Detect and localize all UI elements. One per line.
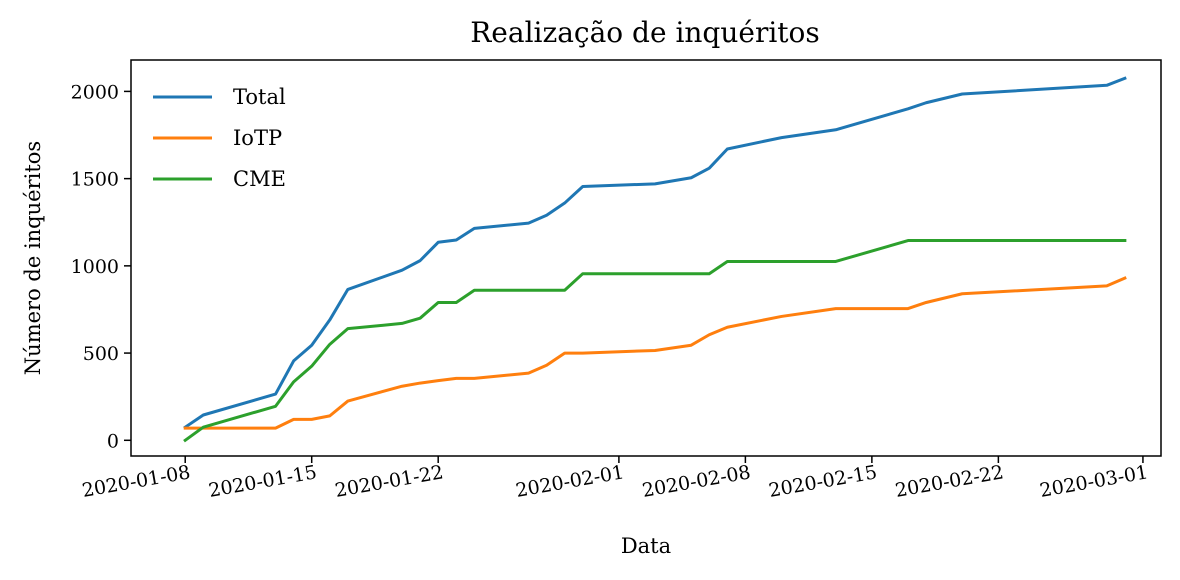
x-tick-label: 2020-02-22 [894,461,1006,502]
x-tick-label: 2020-01-22 [333,461,445,502]
series-line-cme [183,239,1127,443]
x-tick-label: 2020-01-08 [80,461,192,502]
x-tick-label: 2020-03-01 [1038,461,1150,502]
x-tick-label: 2020-02-01 [514,461,626,502]
legend: Total IoTP CME [153,85,286,191]
y-tick-label: 2000 [71,81,119,103]
y-tick-label: 1000 [71,256,119,278]
x-axis-label: Data [621,534,671,558]
y-tick-label: 500 [83,343,119,365]
x-tick-label: 2020-01-15 [207,461,319,502]
x-tick-label: 2020-02-15 [767,461,879,502]
x-axis: 2020-01-08 2020-01-15 2020-01-22 2020-02-01… [80,456,1150,502]
x-tick-label: 2020-02-08 [641,461,753,502]
y-tick-label: 0 [107,430,119,452]
legend-label: CME [233,167,286,191]
chart-title: Realização de inquéritos [470,16,820,49]
legend-item-total: Total [153,85,286,109]
series-layer [183,76,1127,443]
series-line-total [183,76,1127,430]
legend-item-iotp: IoTP [153,126,282,150]
y-axis-label: Número de inquéritos [21,141,45,375]
series-line-iotp [183,276,1127,430]
y-axis: 0 500 1000 1500 2000 [71,81,131,452]
plot-frame [130,59,1162,457]
legend-label: IoTP [233,126,282,150]
legend-item-cme: CME [153,167,286,191]
y-tick-label: 1500 [71,169,119,191]
legend-label: Total [233,85,286,109]
